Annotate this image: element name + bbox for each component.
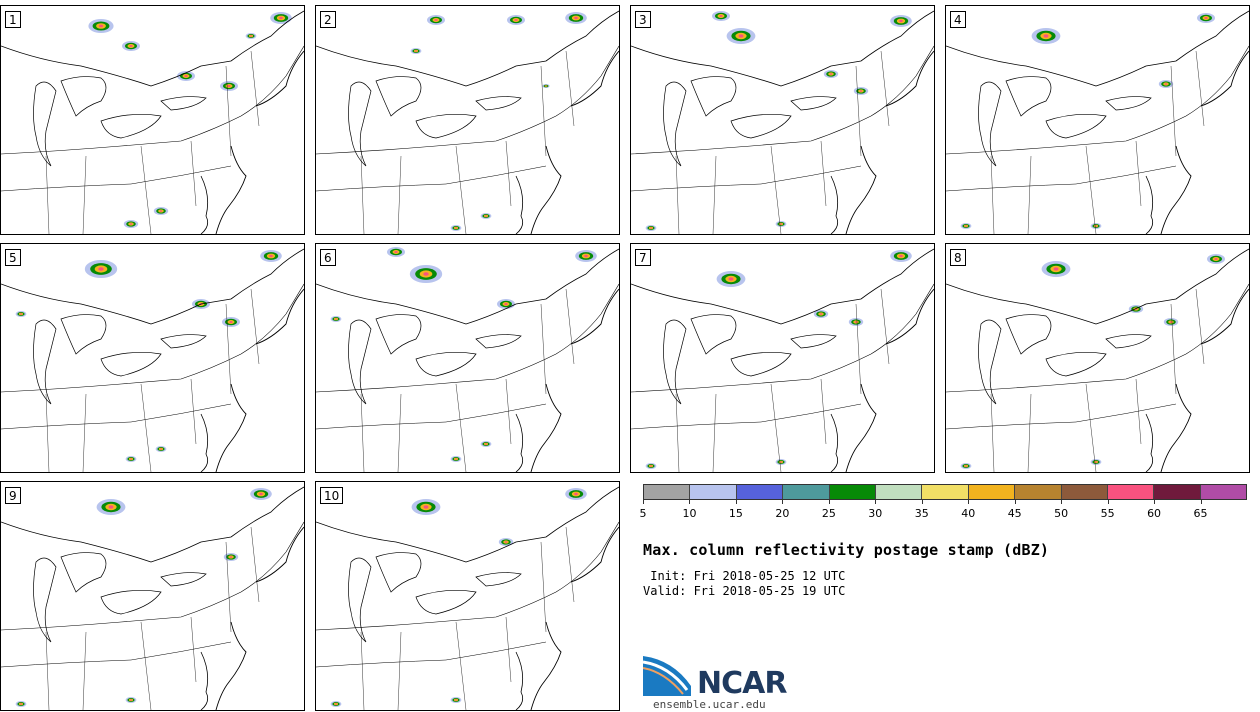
colorbar-segment <box>644 485 691 499</box>
ncar-logo-icon <box>643 656 691 696</box>
ensemble-member-panel: 3 <box>630 5 935 235</box>
ncar-logo-text: NCAR <box>697 666 787 701</box>
colorbar-tick-label: 15 <box>728 507 743 520</box>
colorbar-segment <box>1061 485 1108 499</box>
colorbar-tick-mark <box>1200 499 1202 504</box>
member-number-label: 3 <box>635 11 651 28</box>
member-number-label: 8 <box>950 249 966 266</box>
colorbar-tick-label: 20 <box>775 507 790 520</box>
colorbar-tick-mark <box>1154 499 1156 504</box>
reflectivity-map <box>316 10 619 234</box>
colorbar-segment <box>736 485 784 499</box>
ensemble-member-panel: 7 <box>630 243 935 473</box>
colorbar-tick-mark <box>782 499 784 504</box>
colorbar-tick-mark <box>689 499 691 504</box>
colorbar-tick-label: 40 <box>961 507 976 520</box>
colorbar-segment <box>690 485 737 499</box>
colorbar-tick-label: 35 <box>914 507 929 520</box>
colorbar-segment <box>829 485 876 499</box>
ensemble-member-panel: 6 <box>315 243 620 473</box>
colorbar-tick-mark <box>1061 499 1063 504</box>
valid-time: Valid: Fri 2018-05-25 19 UTC <box>643 584 846 598</box>
colorbar-segment <box>1154 485 1201 499</box>
colorbar-tick-mark <box>875 499 877 504</box>
reflectivity-map <box>1 248 304 472</box>
colorbar-segment <box>783 485 830 499</box>
colorbar-tick-label: 65 <box>1193 507 1208 520</box>
member-number-label: 6 <box>320 249 336 266</box>
reflectivity-map <box>316 486 619 710</box>
colorbar-tick-label: 60 <box>1147 507 1162 520</box>
colorbar-tick-mark <box>1014 499 1016 504</box>
reflectivity-map <box>1 10 304 234</box>
colorbar-segment <box>1015 485 1062 499</box>
colorbar-tick-label: 55 <box>1100 507 1115 520</box>
colorbar-tick-mark <box>735 499 737 504</box>
member-number-label: 5 <box>5 249 21 266</box>
colorbar-tick-label: 45 <box>1007 507 1022 520</box>
reflectivity-map <box>631 248 934 472</box>
member-number-label: 2 <box>320 11 336 28</box>
ensemble-member-panel: 9 <box>0 481 305 711</box>
reflectivity-map <box>316 247 619 472</box>
colorbar-tick-mark <box>1107 499 1109 504</box>
ensemble-member-panel: 1 <box>0 5 305 235</box>
colorbar-tick-label: 25 <box>821 507 836 520</box>
colorbar-tick-label: 10 <box>682 507 697 520</box>
ensemble-member-panel: 2 <box>315 5 620 235</box>
member-number-label: 7 <box>635 249 651 266</box>
member-number-label: 9 <box>5 487 21 504</box>
reflectivity-map <box>946 248 1249 472</box>
reflectivity-map <box>946 10 1249 234</box>
colorbar-tick-mark <box>643 499 644 504</box>
reflectivity-map <box>1 486 304 710</box>
ensemble-member-panel: 4 <box>945 5 1250 235</box>
colorbar-tick-mark <box>828 499 830 504</box>
colorbar-segment <box>922 485 969 499</box>
logo-url: ensemble.ucar.edu <box>653 698 766 711</box>
colorbar-segment <box>1200 485 1247 499</box>
colorbar-tick-label: 30 <box>868 507 883 520</box>
chart-title: Max. column reflectivity postage stamp (… <box>643 541 1050 559</box>
ensemble-member-panel: 8 <box>945 243 1250 473</box>
ensemble-member-panel: 5 <box>0 243 305 473</box>
colorbar-tick-mark <box>968 499 970 504</box>
colorbar-tick-label: 50 <box>1054 507 1069 520</box>
member-number-label: 10 <box>320 487 344 504</box>
reflectivity-colorbar <box>643 484 1247 500</box>
ensemble-member-panel: 10 <box>315 481 620 711</box>
member-number-label: 4 <box>950 11 966 28</box>
colorbar-segment <box>968 485 1016 499</box>
colorbar-tick-mark <box>921 499 923 504</box>
colorbar-segment <box>1107 485 1155 499</box>
member-number-label: 1 <box>5 11 21 28</box>
reflectivity-map <box>631 10 934 234</box>
colorbar-segment <box>875 485 923 499</box>
init-time: Init: Fri 2018-05-25 12 UTC <box>643 569 846 583</box>
colorbar-tick-label: 5 <box>639 507 647 520</box>
